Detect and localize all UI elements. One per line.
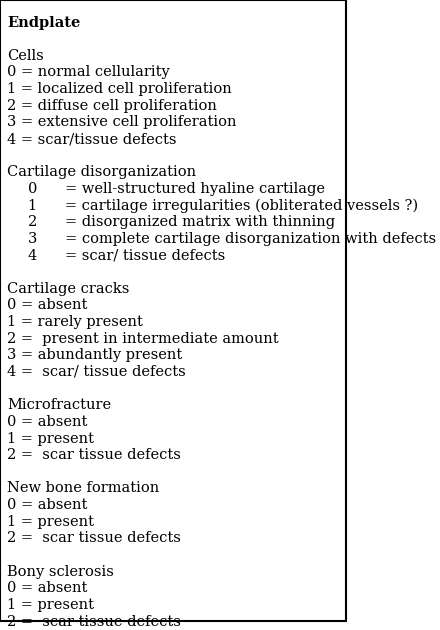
Text: 0 = absent: 0 = absent [7, 299, 87, 312]
Text: 2 =  scar tissue defects: 2 = scar tissue defects [7, 532, 181, 546]
Text: 2 =  present in intermediate amount: 2 = present in intermediate amount [7, 332, 279, 346]
Text: 1 = present: 1 = present [7, 598, 94, 612]
Text: 1      = cartilage irregularities (obliterated vessels ?): 1 = cartilage irregularities (obliterate… [28, 198, 418, 213]
Text: Cartilage cracks: Cartilage cracks [7, 282, 129, 296]
Text: 3 = abundantly present: 3 = abundantly present [7, 348, 182, 362]
Text: 2 =  scar tissue defects: 2 = scar tissue defects [7, 448, 181, 462]
Text: Microfracture: Microfracture [7, 398, 111, 412]
Text: Bony sclerosis: Bony sclerosis [7, 564, 114, 579]
Text: Cells: Cells [7, 49, 44, 63]
Text: 4 = scar/tissue defects: 4 = scar/tissue defects [7, 132, 176, 146]
Text: Cartilage disorganization: Cartilage disorganization [7, 165, 196, 180]
Text: 4 =  scar/ tissue defects: 4 = scar/ tissue defects [7, 365, 186, 379]
Text: 2      = disorganized matrix with thinning: 2 = disorganized matrix with thinning [28, 215, 335, 229]
Text: 0 = absent: 0 = absent [7, 415, 87, 429]
Text: 4      = scar/ tissue defects: 4 = scar/ tissue defects [28, 248, 225, 263]
Text: 0 = normal cellularity: 0 = normal cellularity [7, 66, 170, 79]
Text: 2 =  scar tissue defects: 2 = scar tissue defects [7, 615, 181, 629]
Text: 1 = rarely present: 1 = rarely present [7, 315, 143, 329]
Text: 1 = localized cell proliferation: 1 = localized cell proliferation [7, 82, 232, 96]
Text: 0 = absent: 0 = absent [7, 581, 87, 595]
Text: 0      = well-structured hyaline cartilage: 0 = well-structured hyaline cartilage [28, 182, 325, 196]
Text: 1 = present: 1 = present [7, 515, 94, 529]
Text: 3 = extensive cell proliferation: 3 = extensive cell proliferation [7, 115, 236, 129]
Text: 1 = present: 1 = present [7, 432, 94, 445]
Text: Endplate: Endplate [7, 16, 80, 30]
Text: 3      = complete cartilage disorganization with defects: 3 = complete cartilage disorganization w… [28, 232, 436, 246]
Text: 0 = absent: 0 = absent [7, 498, 87, 512]
Text: New bone formation: New bone formation [7, 481, 159, 495]
Text: 2 = diffuse cell proliferation: 2 = diffuse cell proliferation [7, 99, 217, 113]
